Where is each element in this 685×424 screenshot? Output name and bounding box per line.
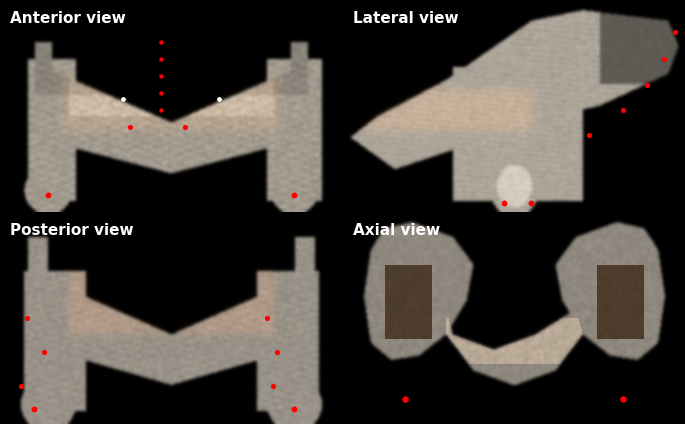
- Text: Posterior view: Posterior view: [10, 223, 134, 238]
- Point: [268, 382, 279, 389]
- Point: [271, 349, 282, 355]
- Point: [213, 96, 224, 103]
- Point: [42, 191, 53, 198]
- Point: [525, 200, 536, 206]
- Point: [155, 56, 166, 63]
- Point: [399, 395, 410, 402]
- Point: [499, 200, 510, 206]
- Point: [179, 123, 190, 130]
- Point: [155, 90, 166, 97]
- Point: [659, 56, 670, 63]
- Point: [261, 315, 272, 321]
- Point: [155, 39, 166, 46]
- Point: [584, 132, 595, 139]
- Point: [39, 349, 50, 355]
- Point: [29, 406, 40, 413]
- Text: Anterior view: Anterior view: [10, 11, 126, 25]
- Point: [125, 123, 136, 130]
- Point: [15, 382, 26, 389]
- Point: [618, 106, 629, 113]
- Point: [288, 406, 299, 413]
- Point: [22, 315, 33, 321]
- Point: [642, 81, 653, 88]
- Text: Lateral view: Lateral view: [353, 11, 459, 25]
- Point: [669, 28, 680, 35]
- Point: [288, 191, 299, 198]
- Point: [618, 395, 629, 402]
- Point: [118, 96, 129, 103]
- Point: [155, 73, 166, 80]
- Point: [155, 106, 166, 113]
- Text: Axial view: Axial view: [353, 223, 440, 238]
